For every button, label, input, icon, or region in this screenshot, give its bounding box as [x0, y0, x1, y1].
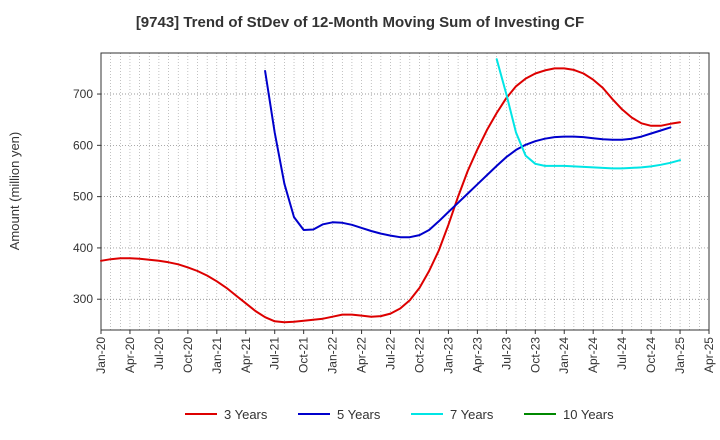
x-axis-ticks: Jan-20 Apr-20 Jul-20 Oct-20 Jan-21 Apr-21 Jul-…	[94, 330, 716, 374]
chart-title: [9743] Trend of StDev of 12-Month Moving…	[135, 14, 585, 31]
x-tick-label: Jul-21	[268, 337, 282, 370]
legend: 3 Years 5 Years 7 Years 10 Years	[185, 407, 614, 422]
x-tick-label: Apr-21	[239, 337, 253, 373]
x-tick-label: Apr-24	[586, 337, 600, 373]
x-tick-label: Jul-24	[615, 337, 629, 370]
plot-area-frame	[100, 52, 710, 331]
series-lines	[100, 58, 681, 324]
y-tick-label: 700	[73, 87, 93, 101]
grid	[101, 53, 709, 330]
y-axis-title: Amount (million yen)	[7, 132, 22, 251]
legend-label-10-years: 10 Years	[563, 407, 614, 422]
x-tick-label: Jan-23	[441, 337, 455, 374]
x-tick-label: Oct-22	[412, 337, 426, 373]
x-tick-label: Oct-20	[181, 337, 195, 373]
x-tick-label: Jul-20	[152, 337, 166, 370]
series-line-7-years	[495, 58, 681, 170]
x-tick-label: Oct-23	[528, 337, 542, 373]
x-tick-label: Jul-23	[499, 337, 513, 370]
x-tick-label: Apr-23	[470, 337, 484, 373]
x-tick-label: Jan-25	[673, 337, 687, 374]
legend-label-3-years: 3 Years	[224, 407, 268, 422]
x-tick-label: Oct-24	[644, 337, 658, 373]
series-line-3-years	[100, 67, 681, 324]
y-tick-label: 500	[73, 190, 93, 204]
x-tick-label: Apr-25	[702, 337, 716, 373]
legend-label-7-years: 7 Years	[450, 407, 494, 422]
y-tick-label: 300	[73, 292, 93, 306]
y-tick-label: 400	[73, 241, 93, 255]
x-tick-label: Jan-24	[557, 337, 571, 374]
series-line-5-years	[264, 70, 672, 239]
y-tick-label: 600	[73, 138, 93, 152]
x-tick-label: Jan-22	[326, 337, 340, 374]
x-tick-label: Apr-20	[123, 337, 137, 373]
y-axis-ticks: 300 400 500 600 700	[73, 87, 101, 306]
x-tick-label: Jan-20	[94, 337, 108, 374]
legend-label-5-years: 5 Years	[337, 407, 381, 422]
x-tick-label: Jan-21	[210, 337, 224, 374]
x-tick-label: Jul-22	[384, 337, 398, 370]
x-tick-label: Apr-22	[355, 337, 369, 373]
x-tick-label: Oct-21	[297, 337, 311, 373]
